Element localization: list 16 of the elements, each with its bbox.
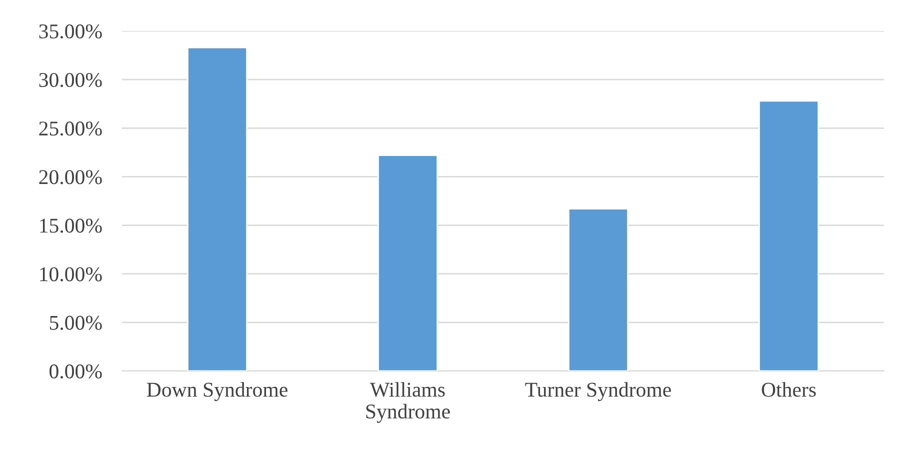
y-tick-label: 15.00%	[40, 218, 102, 233]
y-tick-label: 20.00%	[39, 170, 102, 184]
bar	[187, 46, 248, 371]
y-tick-label: 5.00%	[50, 316, 102, 330]
bar	[378, 154, 438, 371]
bar	[568, 208, 628, 371]
bar	[758, 100, 819, 371]
y-tick-label: 10.00%	[40, 267, 102, 282]
x-tick-label: Turner Syndrome	[525, 382, 671, 402]
y-tick-label: 0.00%	[50, 364, 102, 379]
x-tick-label: Down Syndrome	[146, 382, 288, 402]
x-tick-label: Others	[762, 382, 816, 397]
y-tick-label: 35.00%	[39, 24, 102, 39]
x-tick-label: Williams Syndrome	[366, 382, 450, 423]
y-tick-label: 25.00%	[39, 122, 102, 136]
y-tick-label: 30.00%	[39, 72, 102, 88]
